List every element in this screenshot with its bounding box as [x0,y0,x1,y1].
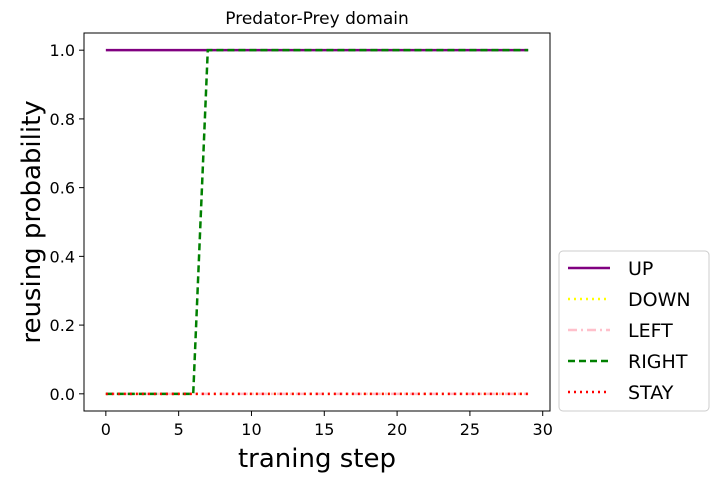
legend-label-stay: STAY [628,382,674,404]
series-line-right [105,48,529,396]
legend-box [558,250,710,412]
y-axis-label: reusing probability [17,100,47,343]
x-tick-label: 5 [174,420,184,439]
legend-label-up: UP [628,258,653,280]
legend-label-left: LEFT [628,320,673,342]
x-axis: 0 5 10 15 20 25 30 [101,411,553,439]
plot-frame [83,32,551,412]
x-tick-label: 15 [314,420,334,439]
y-tick-label: 1.0 [50,41,75,60]
y-tick-label: 0.0 [50,385,75,404]
y-tick-label: 0.6 [50,179,75,198]
series-layer [105,48,529,396]
x-tick-label: 30 [533,420,553,439]
chart-title: Predator-Prey domain [225,9,409,29]
x-tick-label: 20 [387,420,407,439]
x-tick-label: 10 [241,420,261,439]
legend-label-right: RIGHT [628,351,688,373]
y-tick-label: 0.4 [50,247,75,266]
x-tick-label: 0 [101,420,111,439]
legend-label-down: DOWN [628,289,691,311]
y-axis: 0.0 0.2 0.4 0.6 0.8 1.0 [50,41,84,404]
x-tick-label: 25 [460,420,480,439]
x-axis-label: traning step [238,444,396,474]
y-tick-label: 0.2 [50,316,75,335]
legend: UP DOWN LEFT RIGHT STAY [558,250,710,412]
y-tick-label: 0.8 [50,110,75,129]
